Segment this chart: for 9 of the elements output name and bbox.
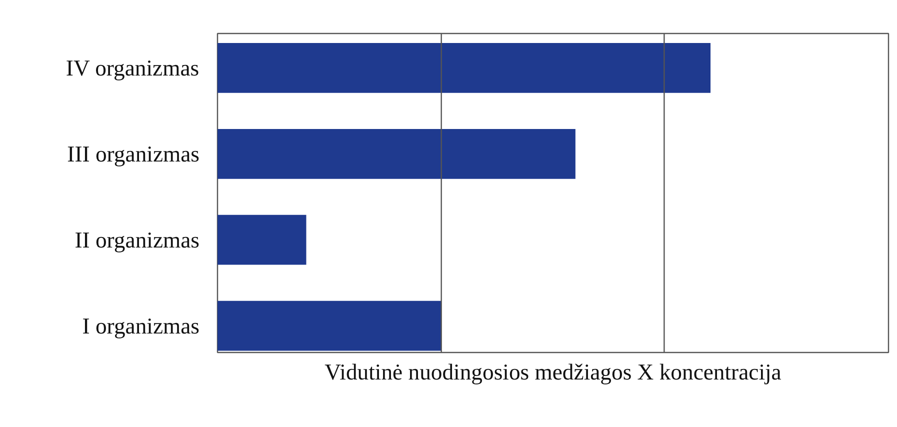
x-axis-title: Vidutinė nuodingosios medžiagos X koncentracija: [324, 360, 782, 384]
bar: [218, 300, 442, 351]
bar: [218, 214, 306, 265]
y-tick-label: IV organizmas: [66, 55, 200, 80]
y-tick-label: I organizmas: [82, 313, 200, 338]
bar: [218, 128, 576, 179]
bar: [218, 42, 711, 93]
y-tick-label: II organizmas: [74, 227, 200, 252]
y-tick-label: III organizmas: [67, 141, 200, 166]
